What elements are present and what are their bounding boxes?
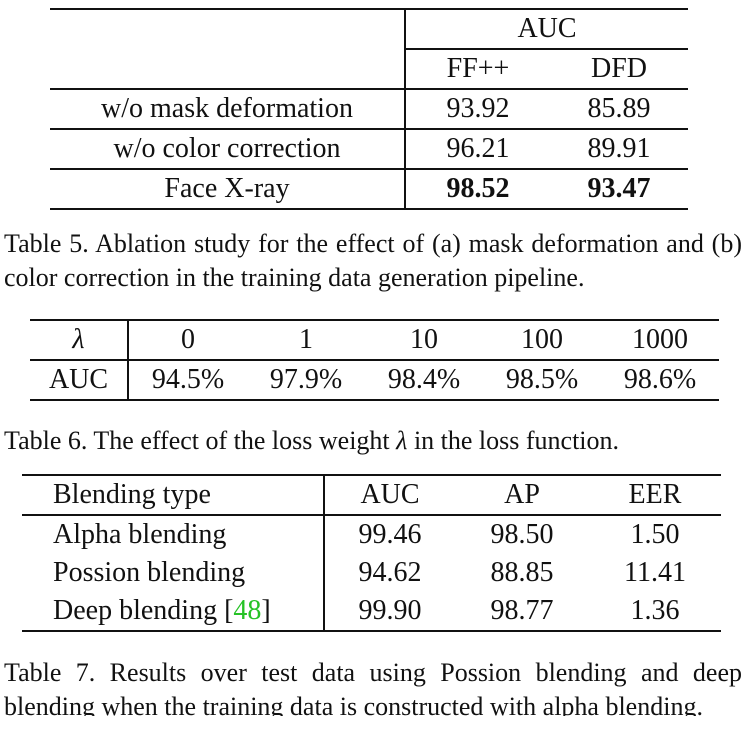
row-label: w/o mask deformation [50,88,406,129]
table-cell: 96.21 [405,128,550,169]
table-cell: 98.4% [365,359,483,401]
table-6-caption: Table 6. The effect of the loss weight λ… [4,424,742,458]
table-cell: 99.90 [324,592,455,632]
column-header: 0 [128,319,247,360]
table-cell: 97.9% [247,359,365,401]
column-header-eer: EER [589,474,721,516]
table-cell: 85.89 [550,88,688,129]
row-label-text: Deep blending [53,595,218,626]
table-cell: 89.91 [550,128,688,169]
caption-text: in the loss function. [407,426,620,455]
column-header: 100 [483,319,601,360]
column-header-blending-type: Blending type [22,474,325,516]
table-cell-best: 98.52 [405,168,550,210]
table-cell: 98.77 [455,592,589,632]
caption-text: Table 6. The effect of the loss weight [4,426,397,455]
column-header-ap: AP [455,474,589,516]
row-label: Deep blending [48] [22,592,325,632]
table-cell: 88.85 [490,557,554,588]
row-label: Possion blending [22,554,325,592]
column-header: 1 [247,319,365,360]
table-group-header-auc: AUC [405,8,688,50]
table-cell: 98.5% [483,359,601,401]
table-7-blending: Blending type AUC AP EER Alpha blending … [22,474,721,632]
table-header-empty [50,8,406,49]
table-cell: 1.50 [630,519,680,550]
row-label: Alpha blending [22,515,325,554]
column-header: 10 [365,319,483,360]
column-header: 1000 [601,319,719,360]
row-label: w/o color correction [50,128,406,169]
table-7-caption: Table 7. Results over test data using Po… [4,658,742,716]
column-header-auc: AUC [324,474,455,516]
table-header-empty [50,49,406,89]
table-6-loss-weight: λ 0 1 10 100 1000 AUC 94.5% 97.9% 98.4% … [30,319,719,401]
column-header-dfd: DFD [590,53,647,84]
table-cell: 94.62 [358,557,422,588]
caption-lambda: λ [396,426,408,455]
column-header-ffpp: FF++ [446,53,510,84]
citation-link[interactable]: 48 [233,595,262,626]
row-label: Face X-ray [50,168,406,210]
table-cell: 94.5% [128,359,247,401]
table-cell: 98.50 [490,519,554,550]
table-cell: 99.46 [358,519,422,550]
table-cell: 98.6% [601,359,719,401]
table-cell: 93.92 [405,88,550,129]
table-cell-best: 93.47 [550,168,688,210]
table-cell: 1.36 [589,592,721,632]
table-cell: 11.41 [624,557,686,588]
lambda-header: λ [30,319,129,360]
table-5-caption: Table 5. Ablation study for the effect o… [4,229,742,292]
row-label-auc: AUC [30,359,129,401]
table-5-ablation: AUC FF++ DFD w/o mask deformation 93.92 … [50,8,688,210]
